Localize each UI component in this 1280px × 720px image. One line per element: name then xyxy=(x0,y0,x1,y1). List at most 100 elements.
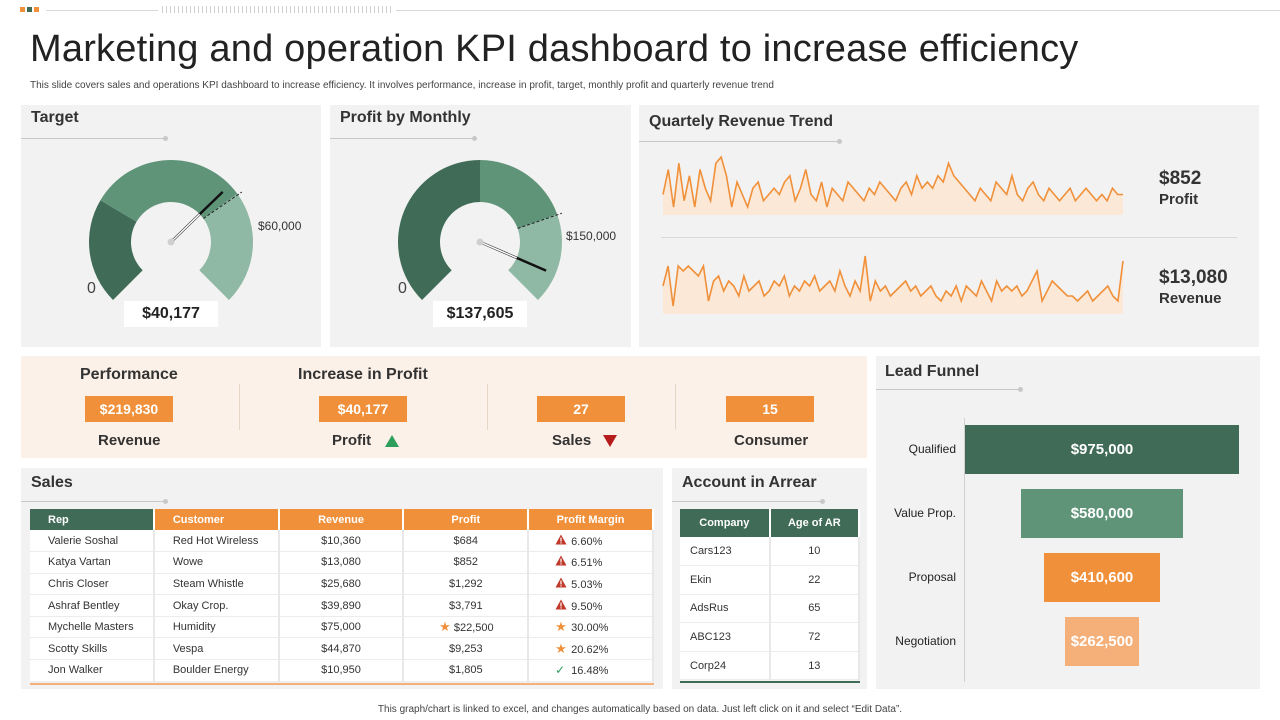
sales-header-row: Rep Customer Revenue Profit Profit Margi… xyxy=(30,509,654,530)
cell-margin-value: 5.03% xyxy=(571,578,603,591)
cell-margin-value: 16.48% xyxy=(571,665,609,678)
target-gauge xyxy=(89,160,253,300)
funnel-axis xyxy=(964,418,965,682)
kpi-consumer-label: Consumer xyxy=(734,432,809,449)
deco-hatch xyxy=(162,6,392,13)
gauge-segment xyxy=(480,160,558,229)
sales-table: Rep Customer Revenue Profit Profit Margi… xyxy=(30,509,654,682)
target-title-underline xyxy=(21,136,168,141)
cell-profit-margin: ✓ 16.48% xyxy=(528,659,654,682)
target-value: $40,177 xyxy=(124,301,218,327)
col-rep: Rep xyxy=(30,509,155,530)
col-age-ar: Age of AR xyxy=(769,509,861,537)
quarterly-panel: Quartely Revenue Trend $852 Profit $13,0… xyxy=(639,105,1259,347)
cell-rep: Chris Closer xyxy=(30,573,155,596)
revenue-side-value: $13,080 xyxy=(1159,267,1228,288)
warning-icon xyxy=(555,577,569,591)
cell-profit-margin: ★ 30.00% xyxy=(528,616,654,639)
arrear-row: Ekin 22 xyxy=(680,565,861,595)
cell-profit: $9,253 xyxy=(403,637,530,661)
kpi-revenue-label: Revenue xyxy=(98,432,161,449)
cell-profit: $1,805 xyxy=(403,659,530,682)
increase-profit-heading: Increase in Profit xyxy=(298,366,428,383)
gauge-segment xyxy=(199,193,253,300)
arrear-table: Company Age of AR Cars123 10 Ekin 22 AdsRus 6… xyxy=(680,509,861,681)
cell-profit-value: $852 xyxy=(453,556,479,569)
profit-monthly-max-label: $150,000 xyxy=(566,229,617,243)
sales-panel: Sales Rep Customer Revenue Profit Profit… xyxy=(21,468,663,689)
page-subtitle: This slide covers sales and operations K… xyxy=(30,80,774,91)
funnel-bar: $975,000 xyxy=(965,425,1239,474)
sales-row: Mychelle Masters Humidity $75,000 ★ $22,500 ★… xyxy=(30,616,654,639)
col-profit: Profit xyxy=(403,509,530,530)
cell-margin-value: 20.62% xyxy=(571,643,609,656)
cell-revenue: $44,870 xyxy=(278,637,405,661)
cell-rep: Valerie Soshal xyxy=(30,530,155,553)
cell-customer: Vespa xyxy=(153,637,280,661)
cell-age: 72 xyxy=(769,622,861,652)
arrear-row: AdsRus 65 xyxy=(680,594,861,624)
cell-profit-value: $9,253 xyxy=(448,642,483,655)
kpi-separator-2 xyxy=(487,384,488,430)
arrear-panel: Account in Arrear Company Age of AR Cars… xyxy=(672,468,867,689)
cell-profit-margin: 5.03% xyxy=(528,573,654,596)
performance-heading: Performance xyxy=(80,366,178,383)
cell-age: 10 xyxy=(769,537,861,567)
cell-company: Corp24 xyxy=(680,651,771,681)
kpi-separator-3 xyxy=(675,384,676,430)
sparkline-area xyxy=(663,157,1123,215)
sales-row: Scotty Skills Vespa $44,870 $9,253 ★ 20.62% xyxy=(30,637,654,661)
gauge-segment xyxy=(398,160,480,300)
kpi-strip: Performance Increase in Profit $219,830 … xyxy=(21,356,867,458)
top-decoration xyxy=(0,0,1280,20)
cell-rep: Mychelle Masters xyxy=(30,616,155,639)
funnel-category-label: Negotiation xyxy=(895,634,956,648)
cell-age: 13 xyxy=(769,651,861,681)
target-panel: Target 0 $60,000 $40,177 xyxy=(21,105,321,347)
deco-square-orange xyxy=(20,7,25,12)
cell-age: 22 xyxy=(769,565,861,595)
sales-row: Chris Closer Steam Whistle $25,680 $1,292 5.… xyxy=(30,573,654,596)
lead-funnel-title: Lead Funnel xyxy=(885,363,980,380)
cell-revenue: $13,080 xyxy=(278,551,405,574)
star-icon: ★ xyxy=(439,619,451,635)
funnel-category-label: Proposal xyxy=(908,570,956,584)
cell-profit: $3,791 xyxy=(403,594,530,617)
lead-funnel-title-underline xyxy=(876,387,1023,392)
cell-age: 65 xyxy=(769,594,861,624)
sparkline-line xyxy=(662,255,1124,307)
gauge-segment xyxy=(508,214,562,300)
kpi-separator-1 xyxy=(239,384,240,430)
cell-profit: $852 xyxy=(403,551,530,574)
sparkline-line xyxy=(662,155,1123,210)
cell-company: ABC123 xyxy=(680,622,771,652)
cell-rep: Katya Vartan xyxy=(30,551,155,574)
cell-revenue: $75,000 xyxy=(278,616,405,639)
gauge-needle-inner xyxy=(479,241,518,259)
page-footer: This graph/chart is linked to excel, and… xyxy=(377,704,903,715)
gauge-marker-line xyxy=(203,191,243,219)
arrear-row: ABC123 72 xyxy=(680,622,861,652)
check-icon: ✓ xyxy=(555,663,566,678)
sales-row: Valerie Soshal Red Hot Wireless $10,360 $68… xyxy=(30,530,654,553)
funnel-bar: $262,500 xyxy=(1065,617,1139,666)
funnel-bar: $410,600 xyxy=(1044,553,1160,602)
arrear-header-row: Company Age of AR xyxy=(680,509,861,537)
warning-icon xyxy=(555,555,569,569)
cell-margin-value: 30.00% xyxy=(571,622,609,635)
quarterly-title-underline xyxy=(639,139,842,144)
star-icon: ★ xyxy=(555,619,567,635)
star-icon: ★ xyxy=(555,640,567,656)
gauge-marker-line xyxy=(517,212,563,229)
target-max-label: $60,000 xyxy=(258,219,302,233)
gauge-segment xyxy=(89,200,143,300)
deco-line-left xyxy=(46,10,158,11)
arrear-row: Corp24 13 xyxy=(680,651,861,681)
trend-down-icon xyxy=(603,435,617,447)
cell-customer: Red Hot Wireless xyxy=(153,530,280,553)
cell-customer: Okay Crop. xyxy=(153,594,280,617)
quarterly-divider xyxy=(661,237,1237,238)
trend-up-icon xyxy=(385,435,399,447)
sales-row: Ashraf Bentley Okay Crop. $39,890 $3,791 9.5… xyxy=(30,594,654,617)
warning-icon xyxy=(555,599,569,613)
